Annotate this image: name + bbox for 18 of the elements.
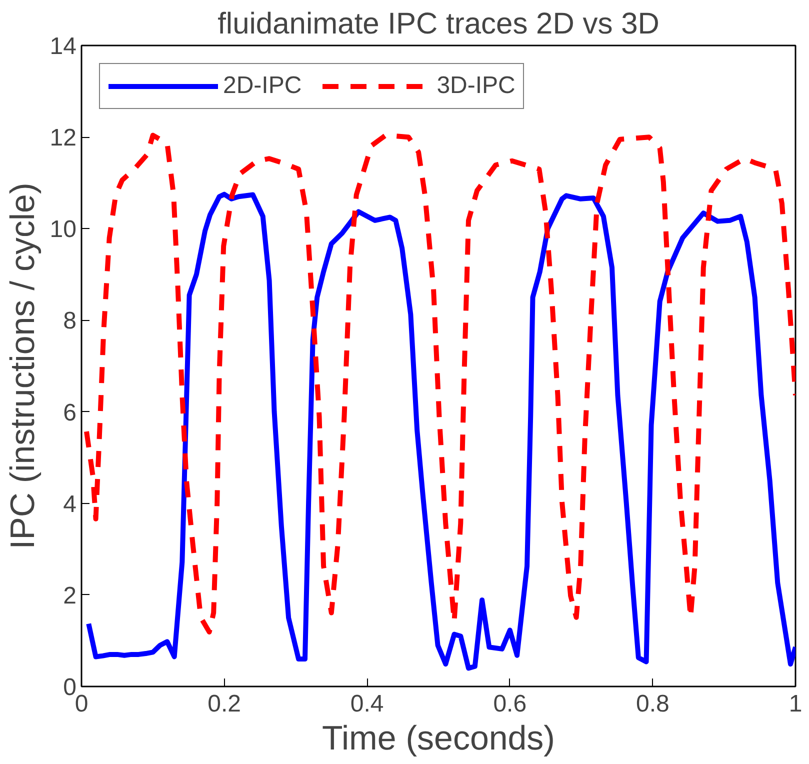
y-tick-label: 10 [50, 216, 77, 244]
y-tick-label: 2 [63, 582, 77, 610]
x-tick-label: 0.4 [350, 690, 384, 718]
chart-title: fluidanimate IPC traces 2D vs 3D [218, 8, 660, 40]
x-tick-label: 1 [788, 690, 802, 718]
x-tick-label: 0.6 [493, 690, 527, 718]
y-tick-label: 14 [50, 33, 77, 60]
x-tick-label: 0.8 [636, 690, 670, 718]
x-axis-title: Time (seconds) [322, 720, 556, 758]
y-tick-label: 8 [63, 308, 77, 335]
x-tick-label: 0.2 [208, 690, 241, 718]
y-tick-label: 6 [63, 399, 77, 426]
y-tick-label: 0 [63, 674, 77, 701]
legend-label: 2D-IPC [223, 72, 302, 100]
y-tick-label: 12 [50, 124, 77, 152]
y-tick-label: 4 [63, 490, 77, 518]
y-axis-title: IPC (instructions / cycle) [4, 182, 42, 550]
legend-label: 3D-IPC [436, 72, 516, 100]
